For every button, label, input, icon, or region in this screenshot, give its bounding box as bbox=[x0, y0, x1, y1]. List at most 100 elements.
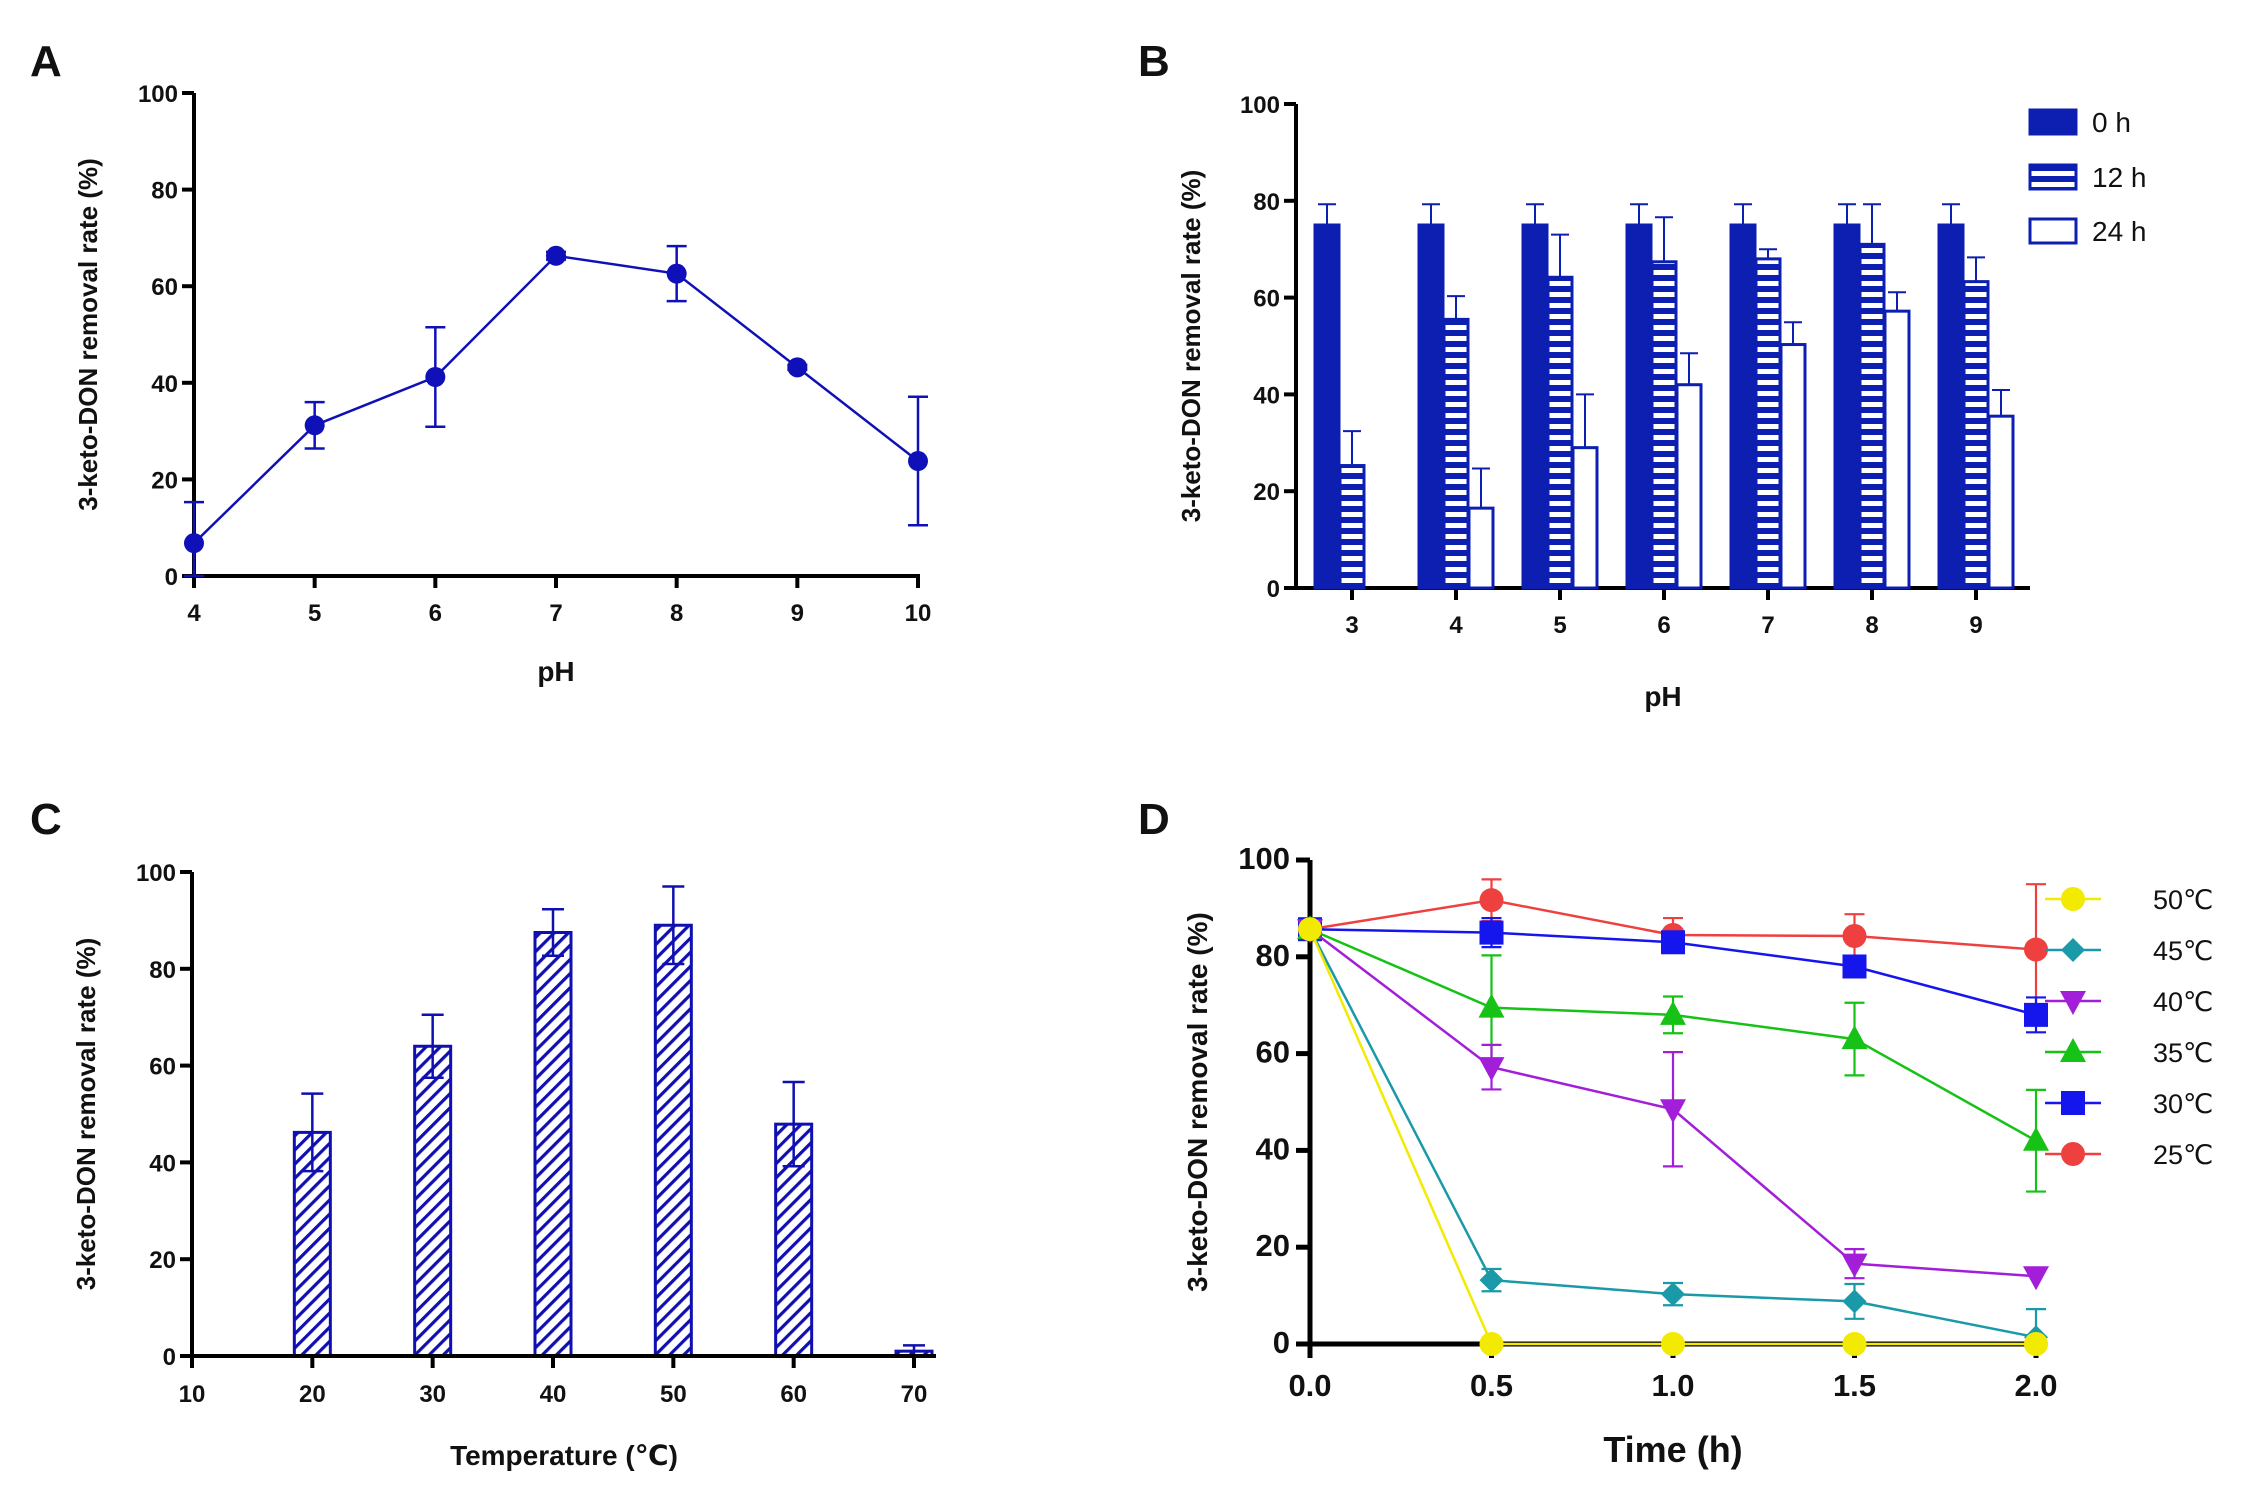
b-legend-label-12h: 12 h bbox=[2092, 162, 2147, 193]
a-xtick-label-5: 5 bbox=[308, 600, 321, 627]
b-bar-0h-ph3 bbox=[1313, 223, 1341, 590]
b-ytick-label-40: 40 bbox=[1253, 382, 1280, 409]
a-xtick-label-8: 8 bbox=[670, 600, 683, 627]
panel-label-b: B bbox=[1138, 37, 1170, 86]
b-bar-24h-ph4 bbox=[1467, 506, 1495, 590]
a-point-ph-7 bbox=[546, 245, 566, 266]
d-point-25c-t0.5 bbox=[1479, 888, 1504, 913]
c-bar-temp-50 bbox=[653, 923, 693, 1358]
b-bar-0h-ph5 bbox=[1521, 223, 1549, 590]
d-legend-marker-35c bbox=[2060, 1038, 2086, 1062]
b-xtick-label-4: 4 bbox=[1449, 612, 1463, 639]
b-legend-swatch-12h bbox=[2028, 163, 2078, 191]
b-bar-0h-ph8 bbox=[1833, 223, 1861, 590]
d-ytick-label-20: 20 bbox=[1256, 1228, 1290, 1263]
d-point-30c-t2 bbox=[2024, 1002, 2048, 1027]
b-bar-24h-ph7 bbox=[1779, 343, 1807, 590]
d-point-50c-t2 bbox=[2024, 1332, 2048, 1356]
b-ytick-label-80: 80 bbox=[1253, 189, 1280, 216]
d-point-30c-t1 bbox=[1661, 930, 1685, 955]
chart-panel-b: 0 20 40 60 80 100 3 4 5 6 7 8 9 pH 3-keto-DON removal … bbox=[1176, 92, 2147, 712]
a-xtick-label-7: 7 bbox=[549, 600, 562, 627]
chart-panel-d: 0 20 40 60 80 100 0.0 0.5 1.0 1.5 2.0 Time (h) 3-ket… bbox=[1182, 841, 2213, 1470]
a-ytick-label-40: 40 bbox=[151, 371, 178, 398]
d-point-50c-t0 bbox=[1298, 917, 1322, 942]
d-point-50c-t1 bbox=[1661, 1332, 1685, 1356]
a-xtick-label-4: 4 bbox=[187, 600, 201, 627]
a-point-ph-10 bbox=[908, 451, 928, 472]
c-ytick-label-100: 100 bbox=[136, 860, 176, 887]
a-point-ph-4 bbox=[184, 533, 204, 554]
d-ytick-label-60: 60 bbox=[1256, 1035, 1290, 1070]
d-point-50c-t0.5 bbox=[1479, 1332, 1504, 1356]
b-legend-swatch-24h bbox=[2028, 217, 2078, 245]
b-xtick-label-6: 6 bbox=[1657, 612, 1670, 639]
d-point-35c-t2 bbox=[2023, 1126, 2049, 1151]
d-point-45c-t1 bbox=[1661, 1282, 1685, 1307]
b-bar-12h-ph3 bbox=[1338, 464, 1366, 590]
d-point-25c-t1.5 bbox=[1842, 923, 1867, 948]
d-point-50c-t1.5 bbox=[1842, 1332, 1867, 1356]
b-xtick-label-5: 5 bbox=[1553, 612, 1566, 639]
c-ytick-label-0: 0 bbox=[163, 1344, 176, 1371]
d-point-40c-t2 bbox=[2023, 1266, 2049, 1291]
a-ytick-label-80: 80 bbox=[151, 178, 178, 205]
c-ytick-label-40: 40 bbox=[149, 1150, 176, 1177]
b-bar-12h-ph4 bbox=[1442, 317, 1470, 590]
b-ytick-label-100: 100 bbox=[1240, 92, 1280, 119]
a-series-line bbox=[193, 254, 919, 545]
a-ytick-label-100: 100 bbox=[138, 81, 178, 108]
d-legend-label-50c: 50℃ bbox=[2153, 885, 2213, 915]
b-bar-0h-ph6 bbox=[1625, 223, 1653, 590]
a-point-ph-8 bbox=[666, 263, 687, 284]
d-legend-label-45c: 45℃ bbox=[2153, 936, 2213, 966]
d-ytick-label-80: 80 bbox=[1256, 938, 1290, 973]
a-point-ph-5 bbox=[304, 415, 325, 436]
panel-label-a: A bbox=[30, 37, 62, 86]
d-xtick-label-1.5: 1.5 bbox=[1833, 1368, 1876, 1403]
c-ytick-label-20: 20 bbox=[149, 1247, 176, 1274]
c-y-axis-label: 3-keto-DON removal rate (%) bbox=[71, 938, 101, 1291]
b-ytick-label-60: 60 bbox=[1253, 286, 1280, 313]
d-legend-marker-45c bbox=[2061, 938, 2085, 962]
b-xtick-label-3: 3 bbox=[1345, 612, 1358, 639]
d-xtick-label-0.0: 0.0 bbox=[1288, 1368, 1331, 1403]
b-bar-0h-ph4 bbox=[1417, 223, 1445, 590]
b-bar-12h-ph5 bbox=[1546, 275, 1574, 590]
d-point-45c-t1.5 bbox=[1842, 1289, 1867, 1314]
d-point-30c-t1.5 bbox=[1842, 954, 1867, 979]
d-x-axis-label: Time (h) bbox=[1603, 1429, 1742, 1470]
b-bar-24h-ph6 bbox=[1675, 383, 1703, 590]
b-bar-0h-ph7 bbox=[1729, 223, 1757, 590]
b-ytick-label-0: 0 bbox=[1267, 576, 1280, 603]
chart-panel-a: 0 20 40 60 80 100 4 5 6 7 8 9 10 pH 3-keto-DON removal… bbox=[73, 81, 931, 687]
d-legend-label-25c: 25℃ bbox=[2153, 1140, 2213, 1170]
b-xtick-label-9: 9 bbox=[1969, 612, 1982, 639]
d-legend-marker-25c bbox=[2061, 1142, 2085, 1166]
d-legend-marker-50c bbox=[2061, 887, 2085, 911]
b-legend-label-24h: 24 h bbox=[2092, 216, 2147, 247]
d-xtick-label-1.0: 1.0 bbox=[1651, 1368, 1694, 1403]
chart-panel-c: 0 20 40 60 80 100 10 20 30 40 50 60 70 Temperature (℃… bbox=[71, 860, 936, 1471]
d-ytick-label-40: 40 bbox=[1256, 1131, 1290, 1166]
d-legend-label-35c: 35℃ bbox=[2153, 1038, 2213, 1068]
a-ytick-label-60: 60 bbox=[151, 274, 178, 301]
d-point-45c-t0.5 bbox=[1479, 1268, 1504, 1293]
d-xtick-label-2.0: 2.0 bbox=[2014, 1368, 2057, 1403]
b-bar-12h-ph6 bbox=[1650, 260, 1678, 590]
b-bar-24h-ph8 bbox=[1883, 309, 1911, 590]
a-point-ph-6 bbox=[425, 367, 446, 388]
b-bar-24h-ph9 bbox=[1987, 414, 2015, 590]
d-ytick-label-100: 100 bbox=[1238, 841, 1290, 876]
b-bar-12h-ph7 bbox=[1754, 257, 1782, 590]
d-legend-label-30c: 30℃ bbox=[2153, 1089, 2213, 1119]
d-legend-marker-30c bbox=[2061, 1091, 2085, 1115]
b-bar-12h-ph8 bbox=[1858, 242, 1886, 590]
b-ytick-label-20: 20 bbox=[1253, 479, 1280, 506]
a-point-ph-9 bbox=[787, 357, 808, 378]
d-y-axis-label: 3-keto-DON removal rate (%) bbox=[1182, 912, 1213, 1292]
d-ytick-label-0: 0 bbox=[1273, 1325, 1290, 1360]
c-xtick-label-40: 40 bbox=[540, 1381, 567, 1408]
c-xtick-label-70: 70 bbox=[901, 1381, 928, 1408]
